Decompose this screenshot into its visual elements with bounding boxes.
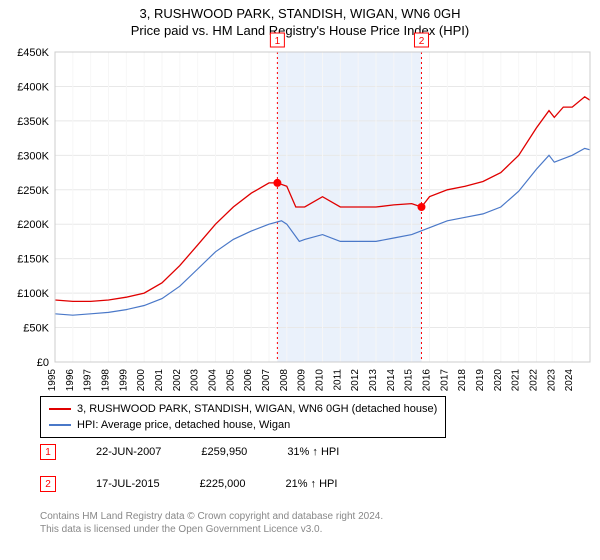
x-tick-label: 2009 xyxy=(297,369,308,392)
x-tick-label: 2015 xyxy=(404,369,415,392)
y-tick-label: £250K xyxy=(17,185,49,197)
x-tick-label: 2021 xyxy=(511,369,522,392)
x-tick-label: 2019 xyxy=(475,369,486,392)
x-tick-label: 2016 xyxy=(422,369,433,392)
legend-swatch xyxy=(49,424,71,426)
x-tick-label: 2011 xyxy=(332,369,343,391)
x-tick-label: 2002 xyxy=(172,369,183,392)
y-tick-label: £50K xyxy=(23,323,49,335)
x-tick-label: 2003 xyxy=(190,369,201,392)
x-tick-label: 2001 xyxy=(154,369,165,392)
y-tick-label: £350K xyxy=(17,116,49,128)
x-tick-label: 2022 xyxy=(529,369,540,392)
y-tick-label: £450K xyxy=(17,47,49,59)
sale-row-num: 2 xyxy=(40,476,56,492)
sale-dot xyxy=(273,179,281,187)
y-tick-label: £150K xyxy=(17,254,49,266)
x-tick-label: 1996 xyxy=(65,369,76,392)
x-tick-label: 1999 xyxy=(118,369,129,392)
x-tick-label: 2007 xyxy=(261,369,272,392)
sale-dot xyxy=(417,203,425,211)
legend-label: 3, RUSHWOOD PARK, STANDISH, WIGAN, WN6 0… xyxy=(77,401,437,417)
x-tick-label: 2017 xyxy=(439,369,450,392)
chart-svg: £0 £50K £100K £150K £200K £250K £300K £350K £400… xyxy=(0,0,600,400)
y-tick-label: £400K xyxy=(17,81,49,93)
chart-container: 3, RUSHWOOD PARK, STANDISH, WIGAN, WN6 0… xyxy=(0,0,600,560)
y-tick-label: £100K xyxy=(17,288,49,300)
x-tick-label: 2010 xyxy=(315,369,326,392)
footer-line-1: Contains HM Land Registry data © Crown c… xyxy=(40,510,383,523)
x-tick-label: 1997 xyxy=(83,369,94,392)
sale-row: 1 22-JUN-2007 £259,950 31% ↑ HPI xyxy=(40,444,339,460)
sale-marker-num: 1 xyxy=(275,36,281,47)
x-tick-label: 2004 xyxy=(208,369,219,392)
sale-date: 17-JUL-2015 xyxy=(96,478,160,490)
x-tick-label: 2023 xyxy=(546,369,557,392)
sale-price: £225,000 xyxy=(200,478,246,490)
x-tick-label: 2013 xyxy=(368,369,379,392)
sale-delta: 31% ↑ HPI xyxy=(287,446,339,458)
x-tick-label: 2006 xyxy=(243,369,254,392)
y-tick-label: £0 xyxy=(37,357,49,369)
legend-row: 3, RUSHWOOD PARK, STANDISH, WIGAN, WN6 0… xyxy=(49,401,437,417)
x-tick-label: 2020 xyxy=(493,369,504,392)
x-tick-label: 2018 xyxy=(457,369,468,392)
sale-row-num: 1 xyxy=(40,444,56,460)
sale-date: 22-JUN-2007 xyxy=(96,446,161,458)
legend-row: HPI: Average price, detached house, Wiga… xyxy=(49,417,437,433)
legend: 3, RUSHWOOD PARK, STANDISH, WIGAN, WN6 0… xyxy=(40,396,446,438)
y-tick-label: £300K xyxy=(17,150,49,162)
x-tick-label: 2012 xyxy=(350,369,361,392)
x-tick-label: 2005 xyxy=(225,369,236,392)
x-tick-label: 2024 xyxy=(564,369,575,392)
x-tick-label: 1995 xyxy=(47,369,58,392)
footer-line-2: This data is licensed under the Open Gov… xyxy=(40,523,383,536)
sale-delta: 21% ↑ HPI xyxy=(285,478,337,490)
legend-swatch xyxy=(49,408,71,410)
sale-marker-num: 2 xyxy=(419,36,425,47)
x-tick-label: 2014 xyxy=(386,369,397,392)
sale-price: £259,950 xyxy=(201,446,247,458)
footer-attribution: Contains HM Land Registry data © Crown c… xyxy=(40,510,383,536)
sale-row: 2 17-JUL-2015 £225,000 21% ↑ HPI xyxy=(40,476,337,492)
legend-label: HPI: Average price, detached house, Wiga… xyxy=(77,417,290,433)
y-tick-label: £200K xyxy=(17,219,49,231)
x-tick-label: 2000 xyxy=(136,369,147,392)
x-tick-label: 1998 xyxy=(101,369,112,392)
x-tick-label: 2008 xyxy=(279,369,290,392)
